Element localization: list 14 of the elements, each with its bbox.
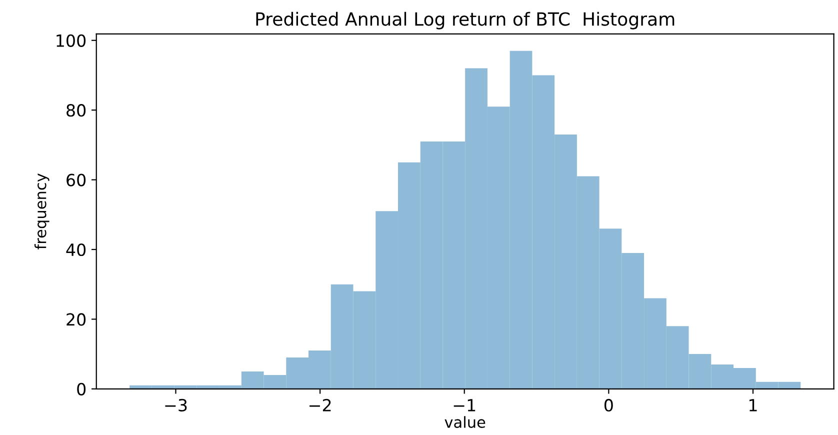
x-tick-label: −3: [165, 398, 187, 412]
y-tick-label: 40: [66, 243, 86, 256]
y-tick-label: 20: [66, 313, 86, 326]
x-tick-label: −1: [454, 399, 476, 412]
x-axis-title: value: [444, 416, 486, 428]
y-axis-title: frequency: [34, 174, 50, 250]
y-tick-label: 100: [56, 34, 86, 47]
y-tick-label: 0: [77, 382, 86, 396]
x-tick-label: 0: [604, 398, 613, 412]
y-tick-label: 80: [66, 104, 86, 117]
x-tick-label: −2: [310, 398, 331, 412]
x-tick-label: 1: [750, 399, 757, 412]
y-tick-label: 60: [66, 174, 86, 186]
chart-title: Predicted Annual Log return of BTC Histogram: [256, 12, 674, 30]
